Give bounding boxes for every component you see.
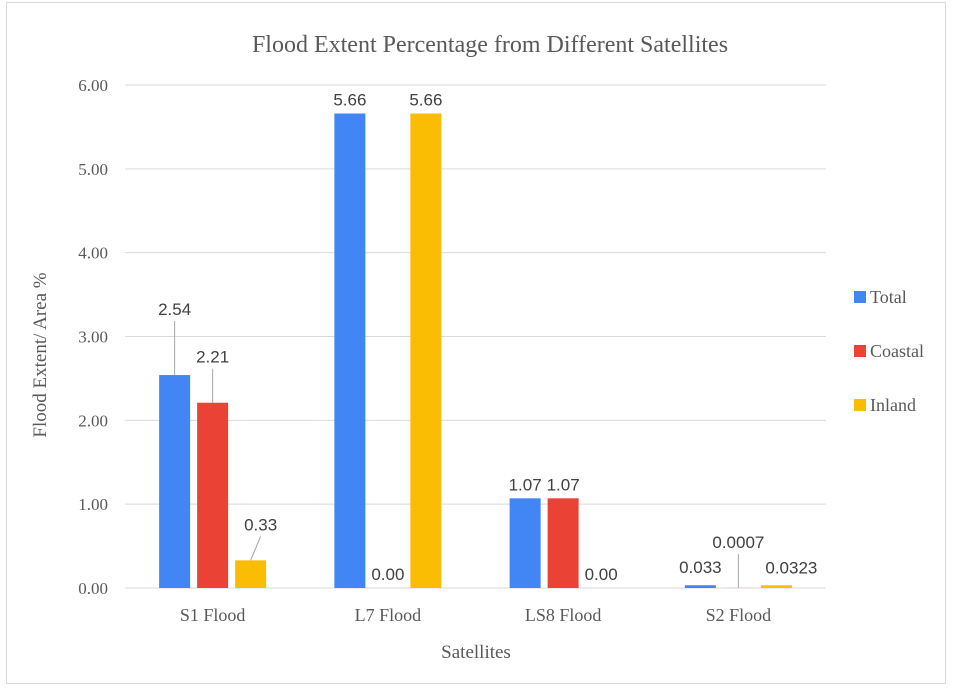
bars xyxy=(159,113,792,589)
data-label: 5.66 xyxy=(409,91,442,110)
legend-item-total: Total xyxy=(854,287,907,307)
bar-total-ls8-flood xyxy=(509,498,541,588)
gridlines xyxy=(125,84,826,589)
legend-item-inland: Inland xyxy=(854,395,916,415)
legend-swatch xyxy=(854,345,866,357)
data-labels: 2.54 2.21 0.33 5.66 0.00 5.66 1.07 1.07 0.00 0.03… xyxy=(158,91,817,584)
bar-coastal-s1-flood xyxy=(197,402,229,588)
data-label: 2.54 xyxy=(158,300,191,319)
y-tick-label: 5.00 xyxy=(78,160,108,179)
legend: Total Coastal Inland xyxy=(854,287,924,415)
y-tick-label: 4.00 xyxy=(78,244,108,263)
data-label: 0.0007 xyxy=(712,533,764,552)
bar-coastal-ls8-flood xyxy=(547,498,579,588)
data-label: 0.33 xyxy=(244,515,277,534)
data-label: 5.66 xyxy=(333,91,366,110)
x-tick-label: S1 Flood xyxy=(180,605,246,625)
data-label: 0.0323 xyxy=(765,558,817,577)
y-tick-label: 2.00 xyxy=(78,411,108,430)
y-axis-label: Flood Extent/ Area % xyxy=(30,272,51,437)
x-tick-label: S2 Flood xyxy=(706,605,772,625)
legend-item-coastal: Coastal xyxy=(854,341,924,361)
y-tick-label: 6.00 xyxy=(78,76,108,95)
bar-total-s1-flood xyxy=(159,375,191,588)
legend-label: Inland xyxy=(870,395,916,415)
bar-inland-l7-flood xyxy=(410,113,442,589)
x-tick-label: LS8 Flood xyxy=(525,605,602,625)
bar-inland-s1-flood xyxy=(235,560,267,588)
bar-total-l7-flood xyxy=(334,113,366,589)
bar-total-s2-flood xyxy=(684,585,716,588)
y-tick-label: 0.00 xyxy=(78,579,108,598)
legend-swatch xyxy=(854,291,866,303)
y-tick-label: 3.00 xyxy=(78,328,108,347)
legend-swatch xyxy=(854,399,866,411)
legend-label: Total xyxy=(870,287,907,307)
data-label: 0.033 xyxy=(679,558,722,577)
data-label: 1.07 xyxy=(509,475,542,494)
leader-line xyxy=(250,536,262,561)
y-tick-label: 1.00 xyxy=(78,495,108,514)
data-label: 2.21 xyxy=(196,348,229,367)
legend-label: Coastal xyxy=(870,341,924,361)
x-axis-label: Satellites xyxy=(441,642,511,663)
data-label: 0.00 xyxy=(585,565,618,584)
y-tick-labels: 0.00 1.00 2.00 3.00 4.00 5.00 6.00 xyxy=(78,76,108,598)
data-label: 1.07 xyxy=(547,475,580,494)
chart-title: Flood Extent Percentage from Different S… xyxy=(252,32,728,58)
data-label: 0.00 xyxy=(371,565,404,584)
leader-lines xyxy=(174,321,739,588)
bar-inland-s2-flood xyxy=(760,585,792,588)
x-tick-label: L7 Flood xyxy=(355,605,422,625)
x-tick-labels: S1 Flood L7 Flood LS8 Flood S2 Flood xyxy=(180,605,771,625)
